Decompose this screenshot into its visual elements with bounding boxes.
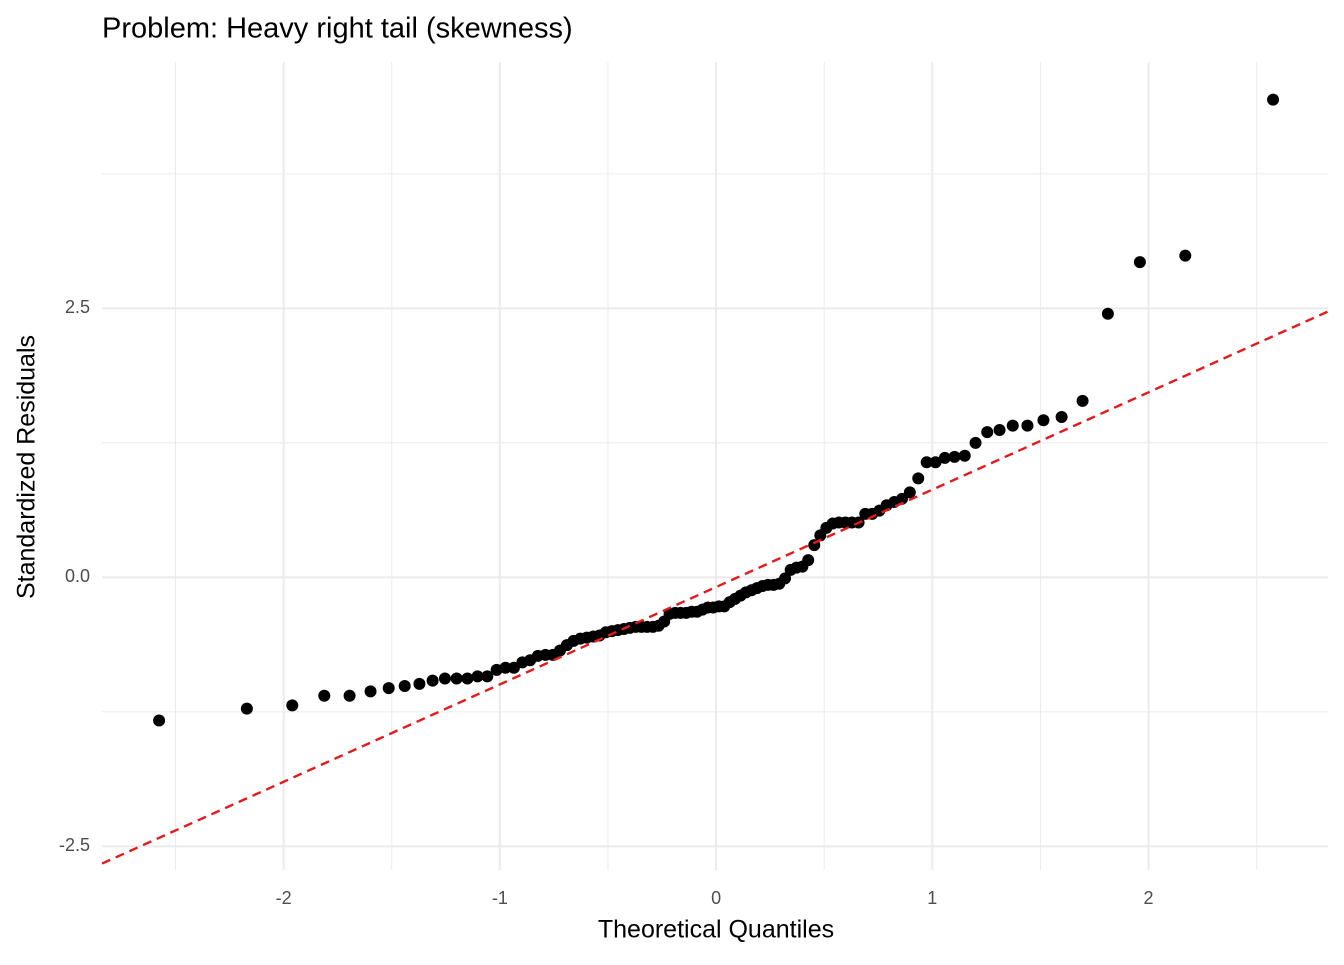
point bbox=[461, 672, 474, 685]
point bbox=[948, 450, 961, 463]
point bbox=[929, 456, 942, 469]
point bbox=[481, 670, 494, 683]
point bbox=[450, 672, 463, 685]
y-axis-label: Standardized Residuals bbox=[13, 335, 41, 599]
point bbox=[903, 486, 916, 499]
point bbox=[969, 436, 982, 449]
x-tick-label: 1 bbox=[927, 888, 937, 908]
x-tick-label: 2 bbox=[1144, 888, 1154, 908]
x-tick-label: -1 bbox=[492, 888, 508, 908]
point bbox=[912, 472, 925, 485]
point bbox=[938, 451, 951, 464]
point bbox=[1133, 256, 1146, 269]
y-tick-label: -2.5 bbox=[59, 835, 90, 855]
point bbox=[1037, 414, 1050, 427]
point bbox=[364, 685, 377, 698]
y-tick-label: 2.5 bbox=[65, 297, 90, 317]
y-tick-label: 0.0 bbox=[65, 566, 90, 586]
point bbox=[958, 449, 971, 462]
point bbox=[426, 674, 439, 687]
point bbox=[382, 682, 395, 695]
point bbox=[993, 423, 1006, 436]
point bbox=[981, 426, 994, 439]
point bbox=[1179, 249, 1192, 262]
reference-line bbox=[101, 310, 1329, 865]
point bbox=[318, 689, 331, 702]
point bbox=[153, 714, 166, 727]
x-axis-label: Theoretical Quantiles bbox=[598, 916, 834, 944]
chart-title: Problem: Heavy right tail (skewness) bbox=[102, 13, 573, 45]
point bbox=[471, 670, 484, 683]
point bbox=[398, 680, 411, 693]
point bbox=[499, 661, 512, 674]
point bbox=[343, 689, 356, 702]
point bbox=[1055, 411, 1068, 424]
point bbox=[1101, 307, 1114, 320]
point bbox=[438, 672, 451, 685]
point bbox=[413, 677, 426, 690]
point bbox=[1021, 419, 1034, 432]
x-tick-label: 0 bbox=[711, 888, 721, 908]
point bbox=[1267, 93, 1280, 106]
point bbox=[920, 456, 933, 469]
x-tick-label: -2 bbox=[276, 888, 292, 908]
point bbox=[240, 702, 253, 715]
point bbox=[779, 572, 792, 585]
point bbox=[286, 699, 299, 712]
point bbox=[1006, 419, 1019, 432]
point bbox=[1076, 394, 1089, 407]
point bbox=[802, 554, 815, 567]
